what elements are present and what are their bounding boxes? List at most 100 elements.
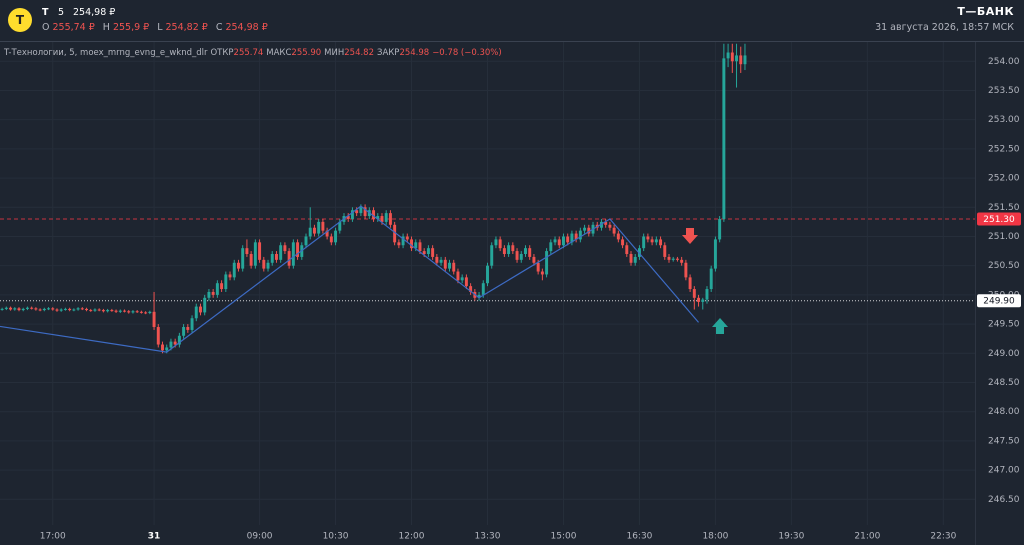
candle-body — [236, 262, 240, 269]
candle-body — [21, 308, 25, 311]
x-tick-label: 31 — [148, 532, 161, 542]
candle-body — [59, 309, 63, 311]
candle-body — [152, 311, 156, 328]
candle-body — [435, 256, 439, 263]
candle-body — [735, 55, 739, 62]
candle-body — [650, 239, 654, 243]
candle-body — [507, 245, 511, 255]
candle-body — [199, 306, 202, 313]
candle-body — [93, 309, 97, 311]
candle-body — [110, 310, 114, 312]
candle-body — [692, 289, 696, 298]
candle-body — [545, 251, 549, 275]
candle-body — [296, 242, 300, 257]
candle-body — [384, 213, 388, 222]
candle-body — [718, 218, 722, 240]
candle-body — [561, 236, 565, 246]
candle-body — [553, 239, 557, 243]
candle-body — [325, 230, 329, 237]
candle-body — [232, 262, 236, 278]
legend-value: 255.90 — [291, 48, 322, 58]
candle-body — [713, 239, 717, 269]
candle-body — [266, 262, 270, 269]
candle-body — [148, 311, 152, 313]
y-tick-label: 250.50 — [988, 261, 1020, 271]
x-tick-label: 18:00 — [702, 532, 728, 542]
ohlc-key: O — [42, 22, 50, 33]
x-tick-label: 16:30 — [626, 532, 652, 542]
candle-body — [443, 259, 447, 269]
candle-body — [127, 311, 131, 313]
legend-value: 254.82 — [344, 48, 374, 58]
candle-body — [182, 327, 186, 336]
candle-body — [448, 262, 451, 269]
legend-key: МИН — [324, 48, 345, 58]
candle-body — [85, 308, 89, 311]
candle-body — [9, 307, 13, 310]
candle-body — [359, 207, 363, 214]
candle-body — [321, 221, 325, 231]
buy-signal — [712, 318, 728, 334]
legend-key: ОТКР — [210, 48, 234, 58]
candle-body — [549, 242, 553, 252]
candle-body — [253, 242, 257, 266]
candle-body — [540, 271, 544, 275]
candle-body — [97, 309, 101, 311]
candle-body — [308, 227, 312, 237]
y-tick-label: 247.00 — [988, 466, 1020, 476]
candle-body — [38, 309, 42, 311]
candle-body — [211, 291, 215, 295]
candle-body — [372, 210, 376, 219]
ohlc-value: 254,98 ₽ — [225, 22, 268, 33]
logo: T — [8, 8, 32, 32]
candle-body — [671, 258, 675, 260]
ohlc-value: 255,9 ₽ — [112, 22, 150, 33]
x-tick-label: 09:00 — [247, 532, 273, 542]
candle-body — [388, 213, 392, 225]
candle-body — [574, 233, 578, 240]
candle-body — [414, 242, 418, 249]
candle-body — [203, 297, 207, 313]
price-label-box — [977, 212, 1021, 226]
candle-body — [76, 308, 80, 310]
candle-body — [89, 310, 93, 312]
y-tick-label: 253.50 — [988, 86, 1020, 96]
plot — [0, 43, 975, 354]
y-tick-label: 249.00 — [988, 349, 1020, 359]
candle-body — [13, 308, 17, 310]
candle-body — [667, 256, 671, 260]
candle-body — [161, 344, 164, 351]
instrument: T-Технологии, 5, moex_mrng_evng_e_wknd_d… — [4, 48, 208, 58]
y-tick-label: 246.50 — [988, 495, 1020, 505]
x-tick-label: 21:00 — [854, 532, 880, 542]
candle-body — [422, 251, 426, 255]
candle-body — [215, 283, 219, 295]
ohlc-value: 255,74 ₽ — [52, 22, 95, 33]
candle-body — [498, 239, 502, 249]
price-label: 251.30 — [983, 215, 1015, 225]
candle-body — [4, 307, 8, 309]
candle-body — [380, 216, 384, 222]
candle-body — [186, 327, 190, 330]
candle-body — [25, 307, 29, 309]
brand: Т—БАНК — [957, 5, 1014, 18]
candle-body — [570, 233, 574, 243]
candle-body — [42, 308, 46, 311]
candle-body — [684, 262, 688, 278]
candle-body — [524, 248, 527, 255]
symbol: T — [42, 7, 49, 18]
candle-body — [401, 236, 405, 246]
candle-body — [452, 262, 456, 272]
last-price: 254,98 ₽ — [73, 7, 116, 18]
candle-body — [709, 268, 713, 290]
candle-body — [697, 297, 701, 302]
y-tick-label: 251.00 — [988, 232, 1020, 242]
x-tick-label: 17:00 — [40, 532, 66, 542]
candle-body — [583, 227, 587, 231]
x-tick-label: 10:30 — [323, 532, 349, 542]
candle-body — [642, 236, 646, 249]
candle-body — [578, 230, 582, 240]
candle-body — [608, 224, 612, 228]
candle-body — [490, 245, 494, 266]
candle-body — [410, 239, 414, 249]
